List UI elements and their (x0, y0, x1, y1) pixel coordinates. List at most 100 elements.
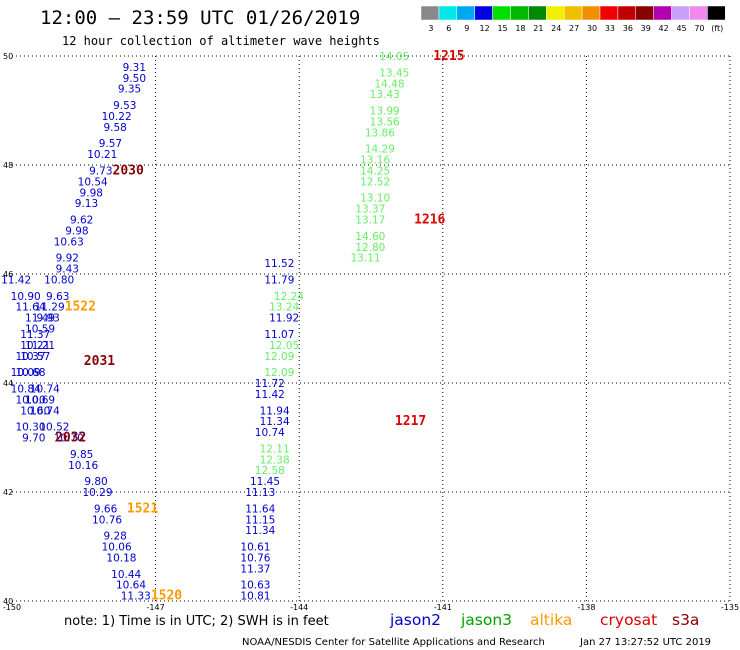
wave-height-label: 9.93 (36, 313, 59, 325)
wave-height-label: 13.16 (360, 155, 390, 167)
legend-bin-label: 3 (428, 24, 433, 33)
wave-height-label: 10.06 (102, 542, 132, 554)
wave-height-label: 13.11 (351, 253, 381, 265)
satellite-name: altika (530, 611, 572, 629)
legend-swatch (653, 5, 672, 21)
wave-height-label: 9.35 (118, 84, 141, 96)
wave-height-label: 9.70 (22, 433, 45, 445)
y-tick-label: 46 (3, 270, 13, 279)
wave-height-label: 11.37 (240, 563, 270, 575)
wave-height-label: 13.99 (370, 106, 400, 118)
wave-height-label: 11.49 (25, 313, 55, 325)
axis-ticks: -150 -147 -144 -141 -138 -135 40 42 44 46 48 50 (3, 52, 739, 612)
wave-height-label: 10.76 (92, 514, 122, 526)
wave-height-label: 13.56 (370, 116, 400, 128)
wave-height-label: 11.79 (264, 274, 294, 286)
wave-height-label: 10.52 (39, 422, 69, 434)
wave-height-label: 9.80 (84, 476, 107, 488)
wave-height-label: 12.58 (255, 465, 285, 477)
legend-bin-label: 24 (551, 24, 561, 33)
wave-height-label: 13.17 (355, 215, 385, 227)
wave-height-label: 9.63 (46, 291, 69, 303)
wave-height-label: 11.34 (245, 525, 275, 537)
wave-height-label: 13.86 (365, 127, 395, 139)
wave-height-label: 14.29 (365, 144, 395, 156)
wave-height-label: 13.43 (370, 89, 400, 101)
wave-height-label: 14.25 (360, 165, 390, 177)
wave-height-label: 10.09 (11, 367, 41, 379)
legend-bin-label: 9 (464, 24, 469, 33)
legend-swatch (546, 5, 565, 21)
wave-height-label: 10.69 (25, 394, 55, 406)
wave-height-label: 10.44 (111, 569, 141, 581)
satellite-name: jason3 (460, 611, 512, 629)
wave-height-label: 10.74 (30, 383, 60, 395)
legend-bin-label: 6 (446, 24, 451, 33)
legend-bin-label: 18 (515, 24, 525, 33)
color-legend: 3 6 9 12 15 18 21 24 27 30 33 36 39 42 45 70 (ft) (420, 5, 726, 33)
y-tick-label: 44 (3, 379, 13, 388)
wave-height-label: 9.92 (56, 253, 79, 265)
x-tick-label: -135 (721, 603, 739, 612)
wave-height-label: 10.90 (11, 291, 41, 303)
y-tick-label: 40 (3, 597, 13, 606)
wave-height-label: 10.21 (20, 340, 50, 352)
wave-height-label: 9.28 (103, 531, 126, 543)
legend-bin-label: 70 (694, 24, 704, 33)
legend-swatch (617, 5, 637, 21)
time-stamp-label: 2031 (84, 354, 115, 369)
wave-height-label: 11.33 (121, 591, 151, 603)
legend-swatch (635, 5, 654, 21)
wave-height-label: 9.98 (65, 225, 88, 237)
wave-height-label: 13.37 (355, 204, 385, 216)
wave-height-label: 12.09 (264, 367, 294, 379)
wave-height-label: 10.74 (30, 405, 60, 417)
legend-swatch (438, 5, 458, 21)
wave-height-label: 11.42 (1, 274, 31, 286)
wave-height-label: 11.37 (20, 329, 50, 341)
wave-height-label: 11.13 (245, 487, 275, 499)
wave-height-label: 10.84 (11, 383, 41, 395)
wave-height-label: 10.80 (44, 274, 74, 286)
wave-height-label: 9.85 (70, 449, 93, 461)
time-stamp-label: 1215 (433, 49, 464, 64)
wave-height-label: 10.64 (116, 580, 146, 592)
wave-height-label: 9.31 (123, 62, 146, 74)
wave-height-label: 10.63 (54, 236, 84, 248)
wave-height-label: 10.60 (20, 405, 50, 417)
wave-height-label: 13.45 (379, 67, 409, 79)
data-labels: 9.319.509.359.5310.229.589.5710.219.7310… (1, 49, 464, 604)
time-stamp-label: 1521 (127, 501, 158, 516)
wave-height-label: 10.74 (255, 427, 285, 439)
legend-bin-label: 33 (605, 24, 615, 33)
wave-height-label: 10.76 (240, 552, 270, 564)
wave-height-label: 12.38 (260, 454, 290, 466)
legend-bin-label: 36 (623, 24, 633, 33)
legend-swatch (474, 5, 493, 21)
wave-height-label: 11.42 (255, 389, 285, 401)
legend-bin-label: 45 (676, 24, 686, 33)
wave-height-label: 11.34 (260, 416, 290, 428)
wave-height-label: 10.29 (82, 487, 112, 499)
wave-height-label: 10.00 (15, 394, 45, 406)
legend-swatch (599, 5, 619, 21)
legend-bin-label: 30 (587, 24, 597, 33)
wave-height-label: 10.37 (15, 351, 45, 363)
x-tick-label: -138 (577, 603, 595, 612)
wave-height-label: 10.22 (102, 111, 132, 123)
wave-height-label: 12.09 (264, 351, 294, 363)
legend-bin-label: 21 (533, 24, 543, 33)
legend-unit: (ft) (711, 24, 723, 33)
legend-bin-label: 42 (659, 24, 669, 33)
wave-height-label: 10.81 (240, 591, 270, 603)
legend-swatch (707, 5, 726, 21)
x-tick-label: -147 (147, 603, 165, 612)
wave-height-label: 11.21 (25, 340, 55, 352)
wave-height-label: 9.73 (89, 165, 112, 177)
legend-swatch (581, 5, 601, 21)
timestamp-text: Jan 27 13:27:52 UTC 2019 (579, 637, 711, 648)
wave-height-label: 13.24 (269, 302, 299, 314)
wave-height-label: 11.64 (245, 503, 275, 515)
wave-height-label: 12.52 (360, 176, 390, 188)
